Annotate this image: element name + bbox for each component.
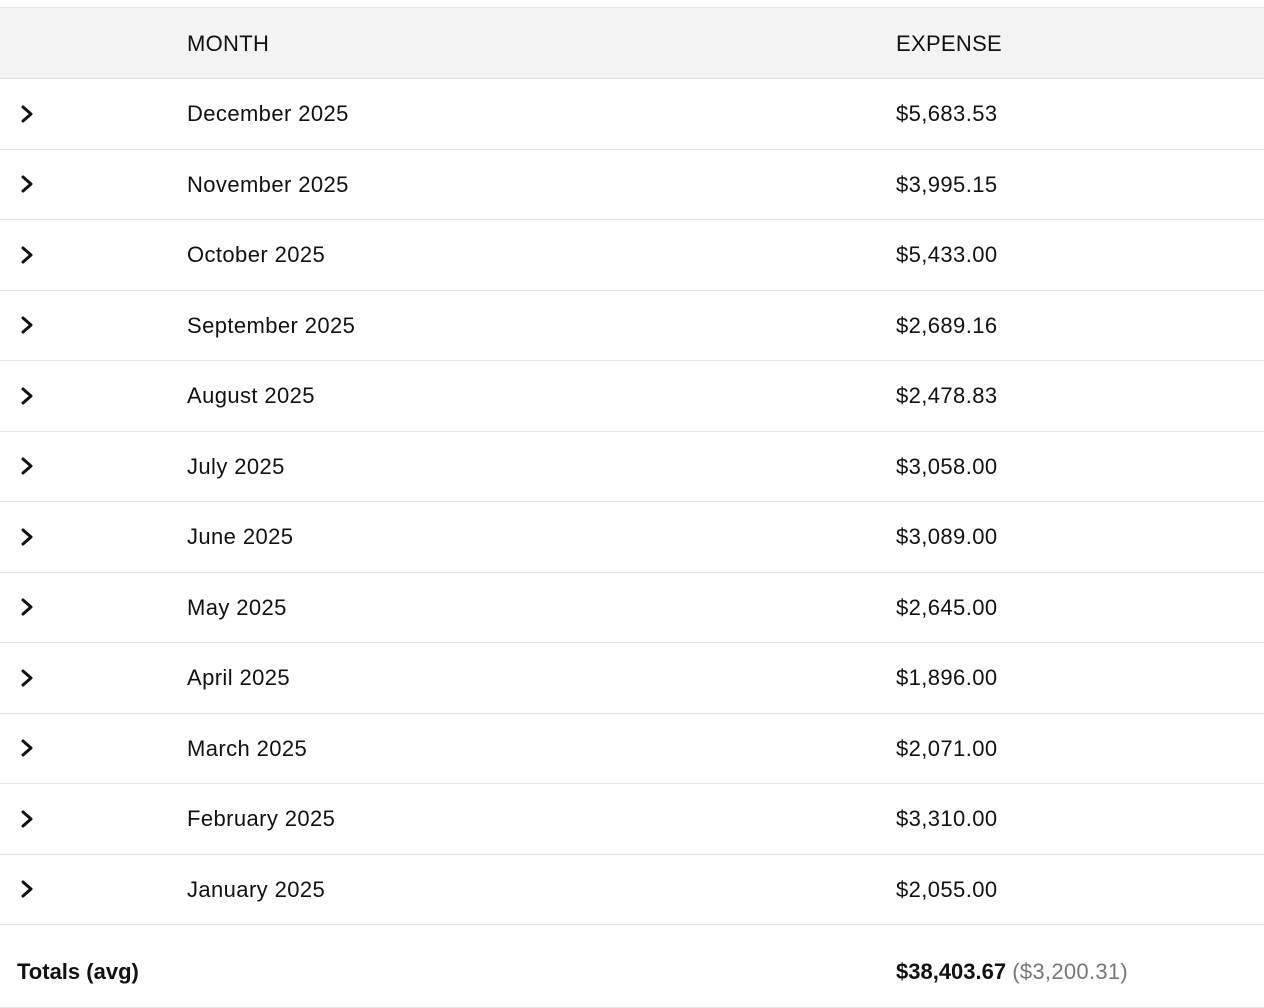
table-row[interactable]: August 2025 $2,478.83 bbox=[0, 361, 1264, 432]
chevron-right-icon[interactable] bbox=[17, 386, 37, 406]
row-expense: $3,995.15 bbox=[896, 171, 998, 197]
chevron-right-icon[interactable] bbox=[17, 809, 37, 829]
row-month: March 2025 bbox=[187, 735, 308, 761]
chevron-right-icon[interactable] bbox=[17, 315, 37, 335]
totals-row: Totals (avg) $38,403.67 ($3,200.31) bbox=[0, 937, 1264, 1008]
row-expense: $3,058.00 bbox=[896, 453, 998, 479]
top-border bbox=[0, 0, 1264, 8]
table-row[interactable]: May 2025 $2,645.00 bbox=[0, 572, 1264, 643]
row-expense: $3,310.00 bbox=[896, 806, 998, 831]
row-expense: $2,478.83 bbox=[896, 383, 998, 408]
row-expense: $5,433.00 bbox=[896, 242, 998, 267]
row-month: August 2025 bbox=[187, 383, 315, 408]
chevron-right-icon[interactable] bbox=[17, 456, 37, 476]
row-month: July 2025 bbox=[187, 453, 285, 479]
chevron-right-icon[interactable] bbox=[17, 879, 37, 899]
table-row[interactable]: November 2025 $3,995.15 bbox=[0, 149, 1264, 220]
totals-value: $38,403.67 ($3,200.31) bbox=[896, 937, 1128, 1007]
totals-label: Totals (avg) bbox=[17, 959, 139, 984]
row-expense: $2,071.00 bbox=[896, 735, 998, 761]
column-header-expense[interactable]: EXPENSE bbox=[896, 31, 1003, 56]
table-row[interactable]: June 2025 $3,089.00 bbox=[0, 502, 1264, 573]
row-expense: $5,683.53 bbox=[896, 101, 998, 126]
row-expense: $2,645.00 bbox=[896, 594, 998, 620]
row-month: January 2025 bbox=[187, 876, 326, 902]
table-row[interactable]: February 2025 $3,310.00 bbox=[0, 784, 1264, 855]
table-row[interactable]: January 2025 $2,055.00 bbox=[0, 854, 1264, 925]
chevron-right-icon[interactable] bbox=[17, 738, 37, 758]
chevron-right-icon[interactable] bbox=[17, 104, 37, 124]
row-month: December 2025 bbox=[187, 101, 349, 126]
table-header: MONTH EXPENSE bbox=[0, 8, 1264, 79]
row-month: October 2025 bbox=[187, 242, 326, 267]
row-month: April 2025 bbox=[187, 665, 291, 690]
totals-sum: $38,403.67 bbox=[896, 959, 1007, 984]
table-row[interactable]: July 2025 $3,058.00 bbox=[0, 431, 1264, 502]
row-month: November 2025 bbox=[187, 171, 349, 197]
row-expense: $2,689.16 bbox=[896, 312, 998, 338]
row-month: February 2025 bbox=[187, 806, 336, 831]
table-row[interactable]: September 2025 $2,689.16 bbox=[0, 290, 1264, 361]
row-expense: $3,089.00 bbox=[896, 524, 998, 549]
row-expense: $1,896.00 bbox=[896, 665, 998, 690]
table-row[interactable]: March 2025 $2,071.00 bbox=[0, 713, 1264, 784]
chevron-right-icon[interactable] bbox=[17, 174, 37, 194]
table-row[interactable]: October 2025 $5,433.00 bbox=[0, 220, 1264, 291]
column-header-month[interactable]: MONTH bbox=[187, 31, 270, 56]
chevron-right-icon[interactable] bbox=[17, 597, 37, 617]
totals-average: ($3,200.31) bbox=[1012, 959, 1129, 984]
row-month: May 2025 bbox=[187, 594, 287, 620]
chevron-right-icon[interactable] bbox=[17, 668, 37, 688]
row-month: June 2025 bbox=[187, 524, 294, 549]
row-month: September 2025 bbox=[187, 312, 356, 338]
table-row[interactable]: December 2025 $5,683.53 bbox=[0, 79, 1264, 150]
row-expense: $2,055.00 bbox=[896, 876, 998, 902]
chevron-right-icon[interactable] bbox=[17, 245, 37, 265]
chevron-right-icon[interactable] bbox=[17, 527, 37, 547]
table-row[interactable]: April 2025 $1,896.00 bbox=[0, 643, 1264, 714]
table-body: December 2025 $5,683.53 November 2025 $3… bbox=[0, 79, 1264, 925]
